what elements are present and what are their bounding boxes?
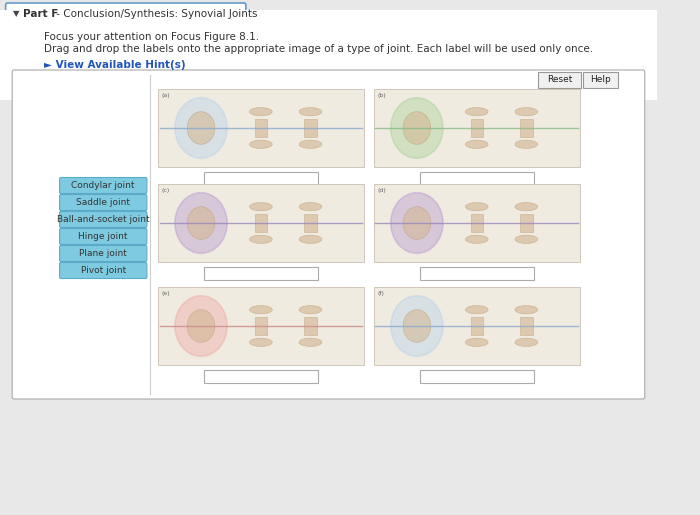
Text: (c): (c) bbox=[162, 188, 169, 193]
Ellipse shape bbox=[299, 140, 322, 148]
Bar bbox=[204, 370, 318, 383]
Ellipse shape bbox=[466, 338, 488, 347]
FancyBboxPatch shape bbox=[60, 229, 147, 245]
Ellipse shape bbox=[515, 338, 538, 347]
Bar bbox=[255, 119, 267, 137]
Bar bbox=[255, 214, 267, 232]
Ellipse shape bbox=[299, 338, 322, 347]
FancyBboxPatch shape bbox=[6, 3, 246, 25]
Ellipse shape bbox=[249, 202, 272, 211]
Bar bbox=[374, 287, 580, 365]
Ellipse shape bbox=[466, 235, 488, 244]
Bar bbox=[158, 89, 364, 167]
Bar bbox=[470, 214, 483, 232]
Ellipse shape bbox=[515, 140, 538, 148]
Ellipse shape bbox=[249, 108, 272, 116]
Text: Pivot joint: Pivot joint bbox=[80, 266, 126, 275]
Ellipse shape bbox=[515, 108, 538, 116]
Bar bbox=[374, 89, 580, 167]
FancyBboxPatch shape bbox=[12, 70, 645, 399]
Bar bbox=[204, 267, 318, 280]
Text: Condylar joint: Condylar joint bbox=[71, 181, 135, 190]
Text: (a): (a) bbox=[162, 93, 170, 98]
Bar bbox=[158, 184, 364, 262]
Ellipse shape bbox=[515, 305, 538, 314]
Bar bbox=[470, 119, 483, 137]
Ellipse shape bbox=[187, 112, 215, 144]
FancyBboxPatch shape bbox=[60, 212, 147, 228]
Ellipse shape bbox=[403, 207, 430, 239]
Ellipse shape bbox=[299, 202, 322, 211]
Bar bbox=[204, 172, 318, 185]
Ellipse shape bbox=[466, 202, 488, 211]
Text: Part F: Part F bbox=[22, 9, 58, 19]
Ellipse shape bbox=[249, 140, 272, 148]
Ellipse shape bbox=[391, 98, 443, 158]
Text: (e): (e) bbox=[162, 291, 170, 296]
FancyBboxPatch shape bbox=[60, 246, 147, 262]
Ellipse shape bbox=[391, 193, 443, 253]
Text: ► View Available Hint(s): ► View Available Hint(s) bbox=[44, 60, 186, 70]
Text: Saddle joint: Saddle joint bbox=[76, 198, 130, 207]
Ellipse shape bbox=[403, 112, 430, 144]
Ellipse shape bbox=[515, 202, 538, 211]
Bar bbox=[304, 317, 316, 335]
FancyBboxPatch shape bbox=[538, 72, 581, 88]
Text: - Conclusion/Synthesis: Synovial Joints: - Conclusion/Synthesis: Synovial Joints bbox=[52, 9, 257, 19]
Text: (b): (b) bbox=[377, 93, 386, 98]
Ellipse shape bbox=[466, 305, 488, 314]
Ellipse shape bbox=[515, 235, 538, 244]
Bar bbox=[470, 317, 483, 335]
Bar bbox=[374, 184, 580, 262]
Ellipse shape bbox=[187, 310, 215, 342]
Ellipse shape bbox=[466, 108, 488, 116]
Bar bbox=[520, 214, 533, 232]
Ellipse shape bbox=[249, 338, 272, 347]
Text: Reset: Reset bbox=[547, 76, 572, 84]
Bar bbox=[520, 119, 533, 137]
Ellipse shape bbox=[249, 235, 272, 244]
Bar bbox=[420, 267, 533, 280]
Ellipse shape bbox=[249, 305, 272, 314]
Bar bbox=[520, 317, 533, 335]
FancyBboxPatch shape bbox=[60, 178, 147, 194]
Bar bbox=[420, 172, 533, 185]
Text: (f): (f) bbox=[377, 291, 384, 296]
Text: Help: Help bbox=[590, 76, 611, 84]
Text: Drag and drop the labels onto the appropriate image of a type of joint. Each lab: Drag and drop the labels onto the approp… bbox=[44, 44, 593, 54]
Ellipse shape bbox=[299, 235, 322, 244]
Text: Ball-and-socket joint: Ball-and-socket joint bbox=[57, 215, 150, 224]
Ellipse shape bbox=[299, 108, 322, 116]
Bar bbox=[420, 370, 533, 383]
Ellipse shape bbox=[175, 193, 228, 253]
Bar bbox=[255, 317, 267, 335]
Text: Plane joint: Plane joint bbox=[79, 249, 127, 258]
Ellipse shape bbox=[299, 305, 322, 314]
FancyBboxPatch shape bbox=[583, 72, 619, 88]
Text: ▼: ▼ bbox=[13, 9, 19, 19]
Bar bbox=[0, 10, 657, 100]
FancyBboxPatch shape bbox=[60, 195, 147, 211]
Ellipse shape bbox=[403, 310, 430, 342]
Ellipse shape bbox=[187, 207, 215, 239]
Ellipse shape bbox=[391, 296, 443, 356]
Text: Hinge joint: Hinge joint bbox=[78, 232, 128, 241]
Bar bbox=[304, 119, 316, 137]
FancyBboxPatch shape bbox=[60, 263, 147, 279]
Ellipse shape bbox=[466, 140, 488, 148]
Text: (d): (d) bbox=[377, 188, 386, 193]
Text: Focus your attention on Focus Figure 8.1.: Focus your attention on Focus Figure 8.1… bbox=[44, 32, 259, 42]
Ellipse shape bbox=[175, 296, 228, 356]
Bar bbox=[158, 287, 364, 365]
Ellipse shape bbox=[175, 98, 228, 158]
Bar bbox=[304, 214, 316, 232]
